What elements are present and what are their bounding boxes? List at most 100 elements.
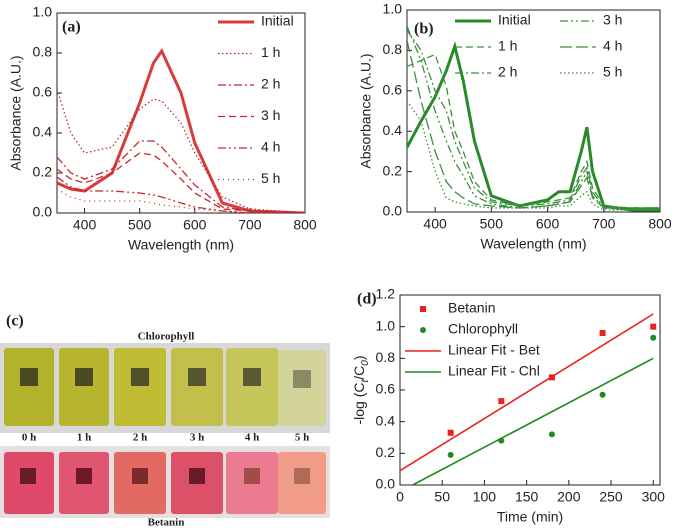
panel-label: (c): [6, 313, 24, 330]
legend-label: 1 h: [498, 38, 517, 54]
sample: [188, 368, 206, 386]
y-tick-label: 0.8: [33, 44, 53, 60]
legend-label: 5 h: [603, 64, 622, 80]
sample: [132, 468, 148, 484]
x-axis-label: Wavelength (nm): [480, 236, 586, 252]
x-tick-label: 700: [592, 216, 616, 232]
y-tick-label: 0.6: [376, 381, 396, 397]
series-line: [57, 188, 305, 213]
sample: [76, 468, 92, 484]
y-axis-label-part: ): [351, 355, 367, 360]
y-tick-label: 0.4: [383, 122, 403, 138]
x-tick-label: 600: [183, 217, 207, 233]
point: [447, 451, 454, 458]
point: [447, 429, 454, 436]
y-tick-label: 0.4: [376, 412, 396, 428]
legend-label: 1 h: [261, 44, 280, 60]
x-axis-label: Wavelength (nm): [128, 237, 234, 253]
series-line: [57, 47, 305, 213]
x-tick-label: 500: [480, 216, 504, 232]
time-label: 3 h: [190, 432, 204, 444]
plot-frame: [56, 12, 306, 214]
legend-label: Chlorophyll: [448, 321, 518, 337]
y-tick-label: 0.2: [33, 164, 53, 180]
plot-area: [57, 47, 305, 213]
point: [599, 391, 606, 398]
y-axis-label-part: t: [360, 379, 371, 383]
y-tick-label: 0.6: [383, 82, 403, 98]
sample: [294, 468, 310, 484]
x-tick-label: 800: [648, 216, 672, 232]
time-label: 2 h: [133, 432, 147, 444]
caption: Betanin: [148, 517, 185, 529]
x-tick-label: 600: [536, 216, 560, 232]
series-line: [407, 40, 660, 211]
series-line: [400, 313, 654, 472]
x-axis-label: Time (min): [497, 509, 563, 525]
point: [498, 398, 505, 405]
legend-label: Linear Fit - Chl: [448, 363, 540, 379]
y-tick-label: 0.0: [33, 204, 53, 220]
x-tick-label: 100: [473, 489, 497, 505]
y-tick-label: 0.2: [383, 162, 403, 178]
x-tick-label: 400: [73, 217, 97, 233]
series-line: [57, 176, 305, 213]
x-tick-label: 300: [642, 489, 666, 505]
x-tick-label: 200: [557, 489, 581, 505]
sample: [131, 368, 149, 386]
series-line: [407, 25, 660, 209]
y-tick-label: 0.4: [33, 124, 53, 140]
point: [650, 334, 657, 341]
legend-label: Initial: [261, 13, 294, 29]
sample: [189, 468, 205, 484]
y-tick-label: 0.0: [376, 476, 396, 492]
y-axis-label-part: /C: [351, 366, 367, 380]
legend-label: 4 h: [261, 139, 280, 155]
time-label: 0 h: [22, 432, 36, 444]
y-tick-label: 1.0: [33, 4, 53, 20]
cuvette: [114, 348, 166, 426]
legend-label: Initial: [498, 12, 531, 28]
legend-label: Linear Fit - Bet: [448, 342, 540, 358]
x-tick-label: 500: [128, 217, 152, 233]
series-line: [407, 29, 660, 209]
legend-label: 2 h: [498, 64, 517, 80]
y-axis-label-part: -log (C: [351, 383, 367, 425]
point: [650, 323, 657, 330]
cuvette: [4, 348, 54, 426]
legend-swatch: [420, 327, 426, 333]
photo: (c) Chlorophyll Betanin 0 h 1 h 2 h 3 h …: [0, 313, 330, 529]
point: [548, 431, 555, 438]
sample: [293, 370, 311, 388]
y-axis-label: -log (Ct/C0): [351, 355, 371, 424]
legend-label: 4 h: [603, 38, 622, 54]
legend-label: 5 h: [261, 170, 280, 186]
caption: Chlorophyll: [138, 331, 195, 343]
legend-label: 3 h: [261, 107, 280, 123]
y-axis-label: Absorbance (A.U.): [358, 53, 374, 168]
sample: [244, 468, 260, 484]
time-label: 4 h: [245, 432, 259, 444]
y-tick-label: 0.8: [383, 41, 403, 57]
sample: [243, 368, 261, 386]
legend-label: 2 h: [261, 76, 280, 92]
y-axis-label-part: 0: [360, 360, 371, 366]
y-tick-label: 0.6: [33, 84, 53, 100]
y-axis-label: Absorbance (A.U.): [8, 55, 24, 170]
time-label: 1 h: [77, 432, 91, 444]
sample: [75, 368, 93, 386]
x-tick-label: 150: [515, 489, 539, 505]
y-tick-label: 1.2: [376, 286, 396, 302]
x-tick-label: 800: [293, 217, 317, 233]
x-tick-label: 50: [434, 489, 450, 505]
series-line: [57, 152, 305, 213]
y-tick-label: 1.0: [383, 1, 403, 17]
y-tick-label: 0.2: [376, 444, 396, 460]
legend-swatch: [420, 306, 426, 312]
sample: [20, 368, 38, 386]
x-tick-label: 0: [396, 489, 404, 505]
y-tick-label: 0.8: [376, 349, 396, 365]
cuvette: [59, 348, 109, 426]
sample: [20, 468, 36, 484]
